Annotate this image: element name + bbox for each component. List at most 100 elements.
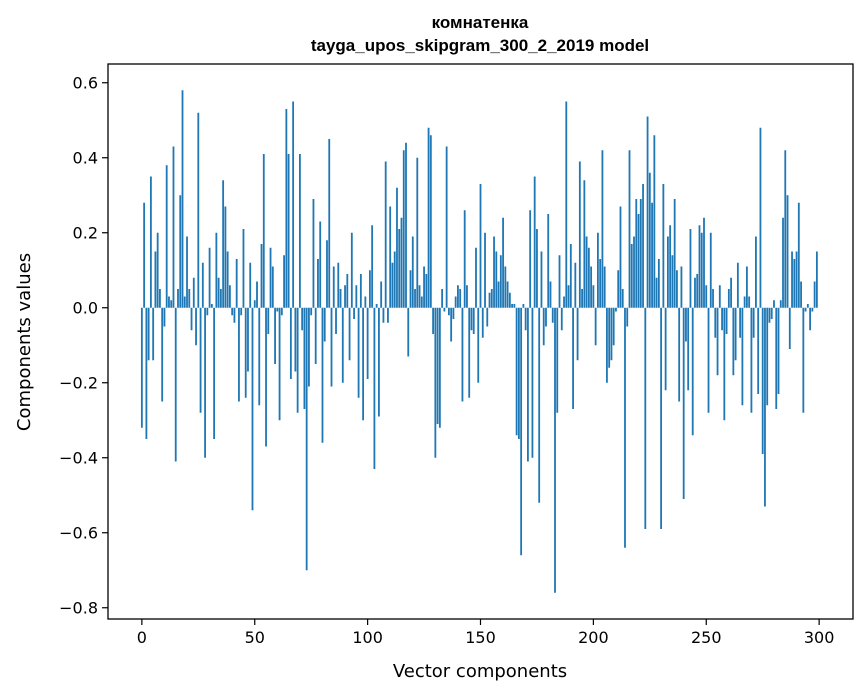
- bar: [292, 101, 295, 308]
- bar: [545, 307, 547, 327]
- bar: [260, 244, 263, 308]
- bar: [764, 307, 766, 507]
- bar: [739, 307, 742, 338]
- bar: [373, 307, 376, 469]
- bar: [457, 285, 459, 308]
- bar: [590, 266, 593, 308]
- bar: [748, 296, 751, 308]
- x-tick-label: 100: [352, 628, 383, 647]
- bar: [698, 225, 701, 308]
- bar: [806, 304, 809, 308]
- bar: [513, 304, 516, 308]
- bar: [466, 285, 468, 308]
- bar: [179, 195, 182, 308]
- bar: [517, 307, 520, 439]
- bar: [481, 307, 484, 338]
- bar: [278, 307, 281, 421]
- bar: [642, 184, 644, 308]
- bar: [673, 199, 676, 308]
- bar: [687, 307, 690, 391]
- bar: [666, 236, 669, 308]
- bar: [231, 307, 234, 316]
- bar: [199, 307, 202, 413]
- bar: [508, 292, 511, 308]
- y-axis-label: Components values: [14, 253, 35, 431]
- bar: [768, 307, 771, 323]
- bar: [581, 289, 583, 308]
- bar: [657, 259, 660, 308]
- bar: [685, 307, 687, 342]
- bar: [718, 285, 721, 308]
- bar: [174, 307, 177, 462]
- bar: [743, 296, 746, 308]
- bar: [165, 165, 168, 308]
- bar: [797, 202, 800, 308]
- bar: [680, 266, 683, 308]
- bar: [495, 251, 498, 308]
- bar: [741, 307, 744, 406]
- x-tick-label: 200: [578, 628, 609, 647]
- bar: [298, 154, 301, 308]
- bar: [152, 307, 155, 361]
- bar: [551, 307, 554, 323]
- bar: [558, 255, 561, 308]
- bar: [576, 307, 579, 361]
- x-tick-label: 300: [804, 628, 835, 647]
- bar: [621, 289, 624, 308]
- bar: [213, 307, 216, 439]
- bar: [305, 307, 308, 571]
- bar: [815, 251, 818, 308]
- bar: [359, 274, 362, 308]
- bar: [529, 210, 532, 308]
- bar: [610, 307, 613, 361]
- bar: [149, 176, 152, 308]
- bar: [375, 304, 378, 308]
- bar: [163, 307, 166, 327]
- x-tick-label: 150: [465, 628, 496, 647]
- bar: [161, 307, 164, 402]
- bar: [791, 251, 793, 308]
- bar: [310, 307, 313, 316]
- bar: [362, 307, 365, 421]
- bars-group: [140, 90, 818, 593]
- bar: [583, 180, 586, 308]
- bar: [527, 307, 529, 462]
- bar: [168, 296, 170, 308]
- bar: [364, 296, 367, 308]
- bar: [734, 307, 737, 361]
- y-tick-label: 0.4: [73, 148, 98, 167]
- bar: [727, 289, 730, 308]
- bar: [251, 307, 254, 511]
- x-tick-label: 0: [137, 628, 147, 647]
- bar: [323, 307, 326, 342]
- bar: [524, 307, 527, 331]
- plot-frame: [107, 63, 854, 620]
- bar: [337, 262, 340, 308]
- bar: [280, 307, 283, 316]
- bar: [398, 229, 401, 308]
- bar: [461, 307, 464, 402]
- bar: [569, 244, 572, 308]
- bar: [355, 285, 358, 308]
- bar: [624, 307, 626, 548]
- bar: [335, 307, 337, 334]
- bar: [804, 307, 807, 312]
- bar: [330, 307, 333, 387]
- bar: [447, 307, 450, 316]
- bar: [145, 307, 148, 439]
- bar: [332, 266, 335, 308]
- bar: [235, 259, 238, 308]
- bar: [195, 307, 197, 346]
- bar: [244, 307, 247, 398]
- bar: [599, 259, 602, 308]
- bar: [267, 307, 270, 334]
- y-axis-ticks: −0.8 −0.6 −0.4 −0.2 0.0 0.2 0.4 0.6: [59, 73, 108, 617]
- bar: [276, 307, 279, 312]
- bar: [707, 307, 710, 413]
- bar: [567, 285, 570, 308]
- bar: [445, 146, 448, 308]
- bar: [459, 289, 462, 308]
- bar: [612, 307, 615, 346]
- bar: [531, 307, 534, 458]
- bar: [181, 90, 184, 308]
